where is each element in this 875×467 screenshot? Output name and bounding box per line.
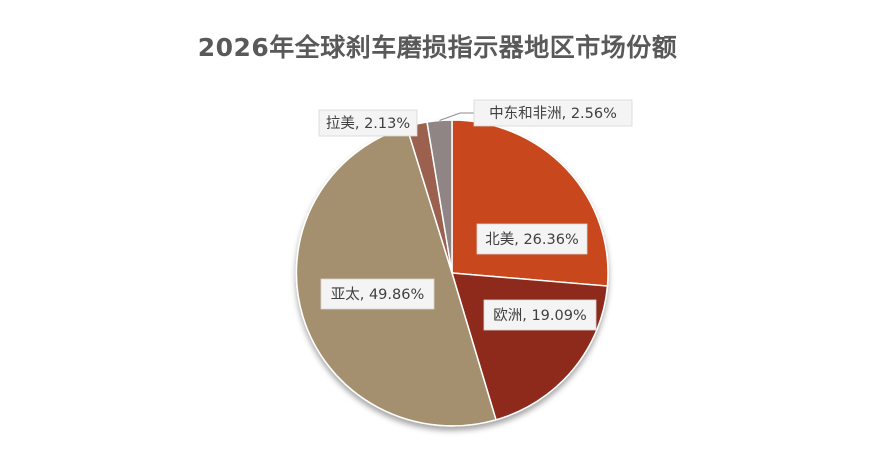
data-label-box	[476, 223, 588, 255]
data-label-2: 欧洲, 19.09%	[483, 299, 597, 331]
leader-line-5	[439, 112, 474, 121]
data-label-4: 拉美, 2.13%	[318, 109, 418, 137]
data-label-3: 亚太, 49.86%	[320, 278, 435, 310]
chart-title: 2026年全球刹车磨损指示器地区市场份额	[197, 33, 678, 62]
data-label-text: 拉美, 2.13%	[326, 115, 410, 132]
pie-slice-1	[451, 119, 609, 287]
data-label-text: 北美, 26.36%	[485, 231, 579, 248]
data-label-text: 欧洲, 19.09%	[493, 307, 587, 324]
data-label-box	[483, 299, 597, 331]
pie-slice-3	[295, 125, 497, 427]
data-label-box	[473, 99, 633, 127]
data-label-1: 北美, 26.36%	[476, 223, 588, 255]
data-label-text: 中东和非洲, 2.56%	[489, 105, 617, 122]
data-label-5: 中东和非洲, 2.56%	[473, 99, 633, 127]
data-label-box	[318, 109, 418, 137]
data-label-text: 亚太, 49.86%	[331, 286, 425, 303]
data-label-box	[320, 278, 435, 310]
pie-slice-5	[426, 119, 453, 274]
